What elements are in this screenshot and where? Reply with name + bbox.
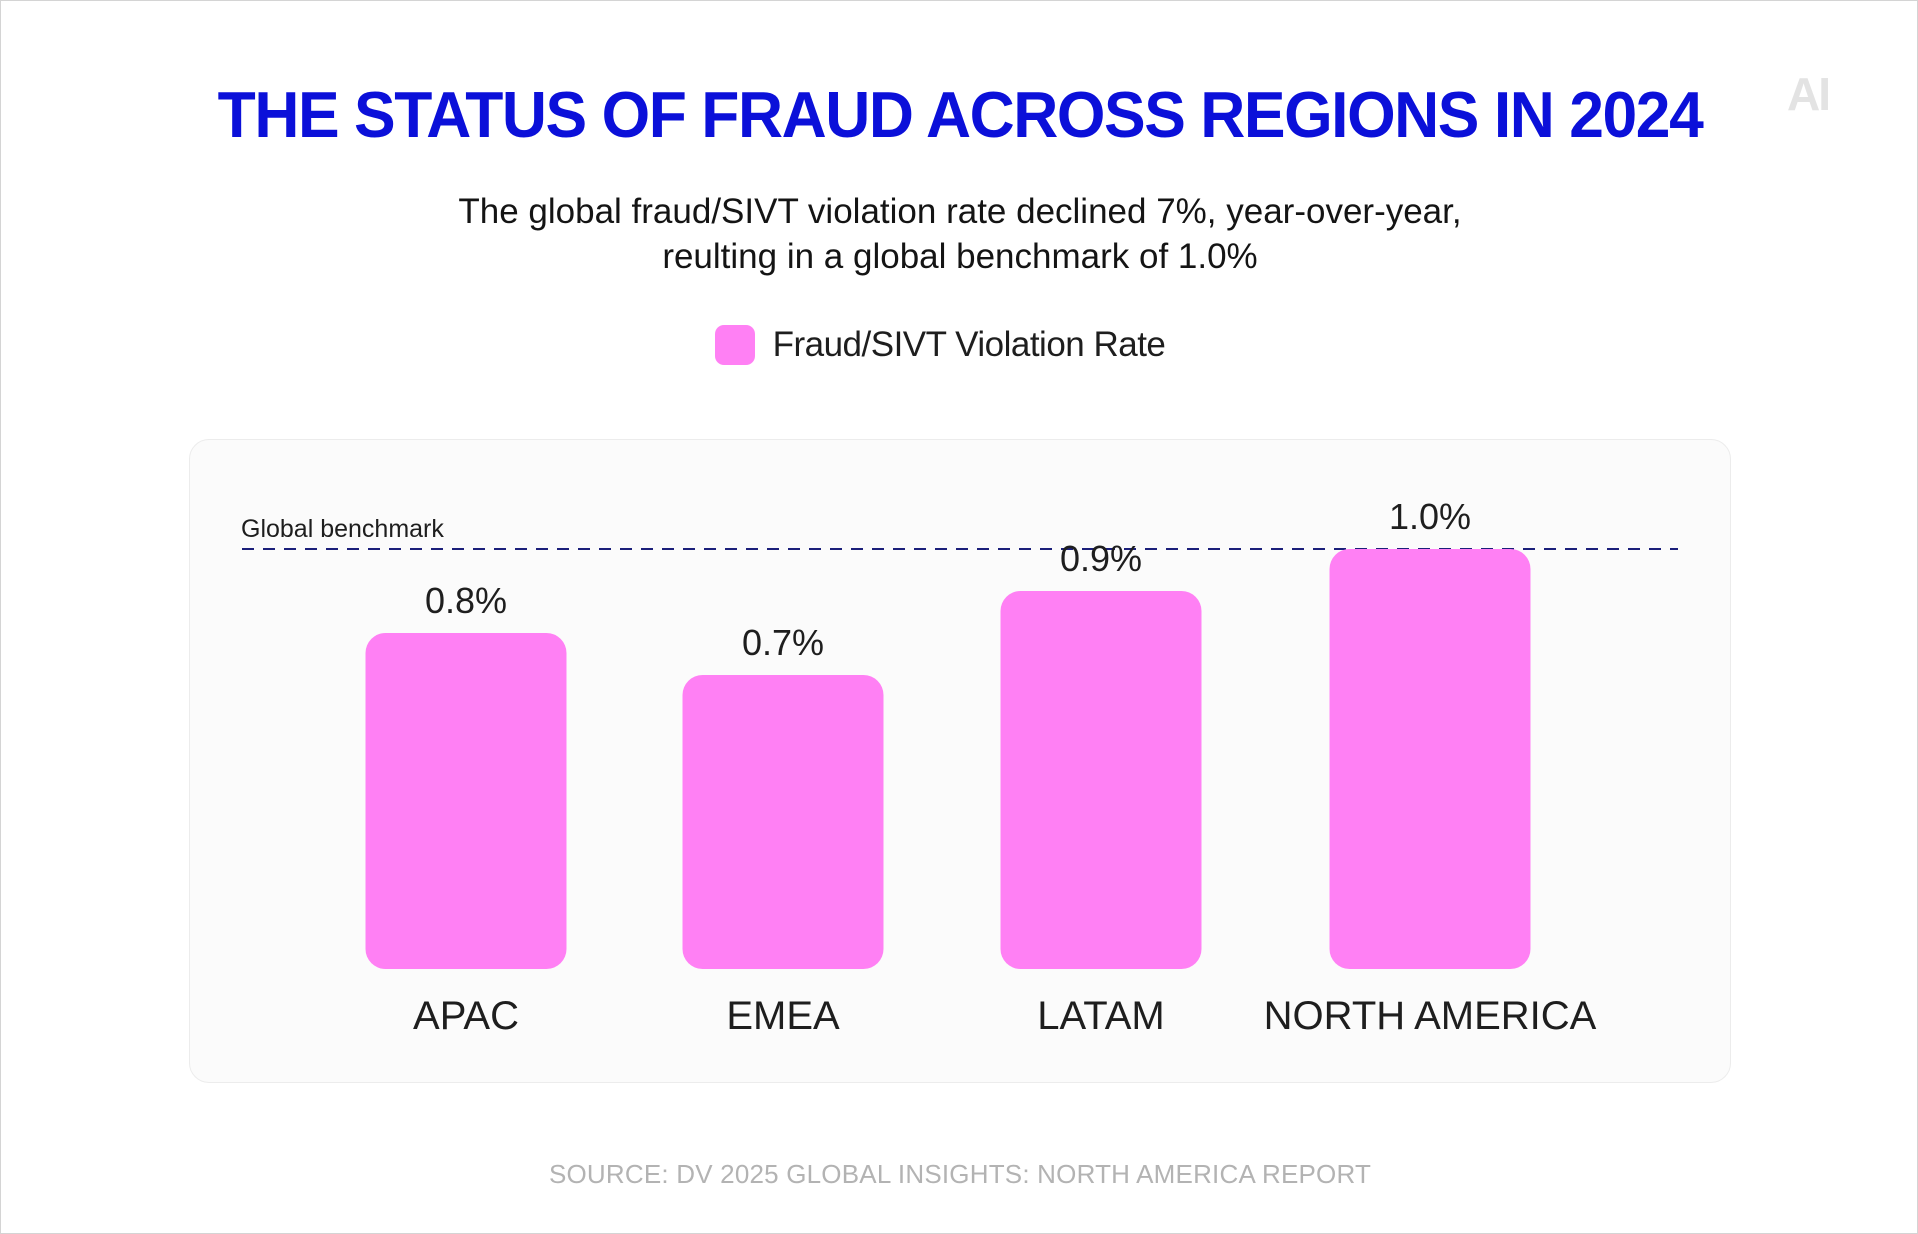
chart-title: THE STATUS OF FRAUD ACROSS REGIONS IN 20… (217, 78, 1704, 151)
category-label: EMEA (726, 994, 840, 1038)
bar-latam (1000, 591, 1202, 969)
legend-swatch (714, 325, 755, 365)
data-label: 0.8% (425, 580, 507, 621)
data-label: 0.7% (742, 622, 824, 663)
chart-panel: Global benchmark 0.8% APAC 0.7% EMEA 0.9% LATA… (189, 439, 1731, 1083)
subtitle-line-1: The global fraud/SIVT violation rate dec… (458, 192, 1462, 231)
chart-subtitle: The global fraud/SIVT violation rate dec… (1, 189, 1918, 279)
data-label: 1.0% (1389, 496, 1471, 537)
brand-logo: AI (1787, 68, 1831, 120)
category-label: LATAM (1037, 994, 1164, 1038)
category-label: NORTH AMERICA (1264, 994, 1597, 1038)
bar-chart: Global benchmark 0.8% APAC 0.7% EMEA 0.9% LATA… (241, 496, 1678, 1038)
category-label: APAC (413, 994, 519, 1038)
benchmark-label: Global benchmark (241, 515, 444, 543)
legend-label: Fraud/SIVT Violation Rate (772, 325, 1166, 364)
bar-north-america (1329, 549, 1531, 969)
chart-legend: Fraud/SIVT Violation Rate (1, 325, 1918, 365)
subtitle-line-2: reulting in a global benchmark of 1.0% (662, 237, 1258, 276)
bar-emea (682, 675, 884, 969)
data-label: 0.9% (1060, 538, 1142, 579)
bar-apac (365, 633, 567, 969)
source-note: SOURCE: DV 2025 GLOBAL INSIGHTS: NORTH A… (548, 1159, 1372, 1189)
